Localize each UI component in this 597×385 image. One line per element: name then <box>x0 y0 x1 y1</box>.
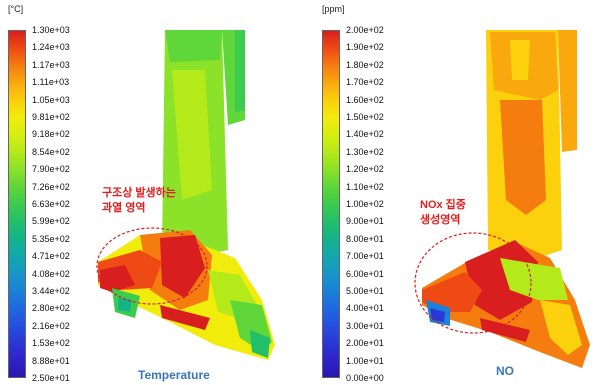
colorbar-tick-label: 1.70e+02 <box>346 77 384 88</box>
colorbar-tick-label: 4.00e+01 <box>346 303 384 314</box>
colorbar-tick-label: 1.11e+03 <box>32 77 70 88</box>
colorbar-tick-label: 9.00e+01 <box>346 216 384 227</box>
nox-region-annotation: NOx 집중 생성영역 <box>420 198 466 228</box>
colorbar-tick-label: 5.00e+01 <box>346 286 384 296</box>
colorbar-tick-label: 9.81e+02 <box>32 112 70 122</box>
colorbar-tick-label: 8.00e+01 <box>346 233 384 244</box>
temperature-contour-plot <box>96 30 275 360</box>
colorbar-tick-label: 4.08e+02 <box>32 268 70 279</box>
colorbar-tick-label: 3.44e+02 <box>32 286 70 296</box>
colorbar-tick-label: 1.10e+02 <box>346 181 384 192</box>
colorbar-tick-label: 1.40e+02 <box>346 129 384 140</box>
annotation-line: 구조상 발생하는 <box>102 187 176 199</box>
colorbar-tick-label: 4.71e+02 <box>32 251 70 262</box>
colorbar-tick-label: 2.80e+02 <box>32 303 70 314</box>
colorbar-tick-label: 6.00e+01 <box>346 268 384 279</box>
colorbar-tick-label: 1.60e+02 <box>346 94 384 105</box>
colorbar-tick-label: 7.90e+02 <box>32 164 70 175</box>
colorbar-tick-label: 1.90e+02 <box>346 42 384 53</box>
colorbar-tick-label: 7.00e+01 <box>346 251 384 262</box>
colorbar-tick-label: 7.26e+02 <box>32 181 70 192</box>
no-unit-label: [ppm] <box>322 4 345 14</box>
no-caption: NO <box>496 364 514 378</box>
temperature-caption: Temperature <box>138 368 210 382</box>
colorbar-tick-label: 1.53e+02 <box>32 338 70 349</box>
colorbar-tick-label: 0.00e+00 <box>346 373 384 383</box>
colorbar-tick-label: 3.00e+01 <box>346 320 384 331</box>
colorbar-tick-label: 5.99e+02 <box>32 216 70 227</box>
annotation-line: 과열 영역 <box>102 202 146 214</box>
colorbar-tick-label: 2.00e+02 <box>346 25 384 35</box>
colorbar-tick-label: 8.88e+01 <box>32 355 70 366</box>
colorbar-tick-label: 2.50e+01 <box>32 373 70 383</box>
annotation-line: 생성영역 <box>420 214 461 226</box>
colorbar-tick-label: 1.80e+02 <box>346 59 384 70</box>
colorbar-tick-label: 5.35e+02 <box>32 233 70 244</box>
colorbar-tick-label: 1.30e+02 <box>346 146 384 157</box>
colorbar-tick-label: 1.20e+02 <box>346 164 384 175</box>
colorbar-tick-label: 1.05e+03 <box>32 94 70 105</box>
temperature-unit-label: [°C] <box>8 4 24 14</box>
colorbar-tick-label: 2.16e+02 <box>32 320 70 331</box>
temperature-panel: [°C] 1.30e+03 1.24e+03 1.17e+03 1.11e+03 1.0… <box>0 0 290 385</box>
no-contour-plot <box>414 30 590 368</box>
colorbar-tick-label: 1.24e+03 <box>32 42 70 53</box>
colorbar-tick-label: 1.00e+01 <box>346 355 384 366</box>
no-colorbar <box>322 30 340 378</box>
colorbar-tick-label: 2.00e+01 <box>346 338 384 349</box>
overheat-region-annotation: 구조상 발생하는 과열 영역 <box>102 186 176 216</box>
colorbar-tick-label: 1.17e+03 <box>32 59 70 70</box>
no-panel: [ppm] 2.00e+02 1.90e+02 1.80e+02 1.70e+02 1.… <box>300 0 597 385</box>
colorbar-tick-label: 9.18e+02 <box>32 129 70 140</box>
colorbar-tick-label: 1.50e+02 <box>346 112 384 122</box>
colorbar-tick-label: 6.63e+02 <box>32 199 70 209</box>
temperature-colorbar <box>8 30 26 378</box>
colorbar-tick-label: 1.30e+03 <box>32 25 70 35</box>
annotation-line: NOx 집중 <box>420 199 466 211</box>
colorbar-tick-label: 8.54e+02 <box>32 146 70 157</box>
colorbar-tick-label: 1.00e+02 <box>346 199 384 209</box>
